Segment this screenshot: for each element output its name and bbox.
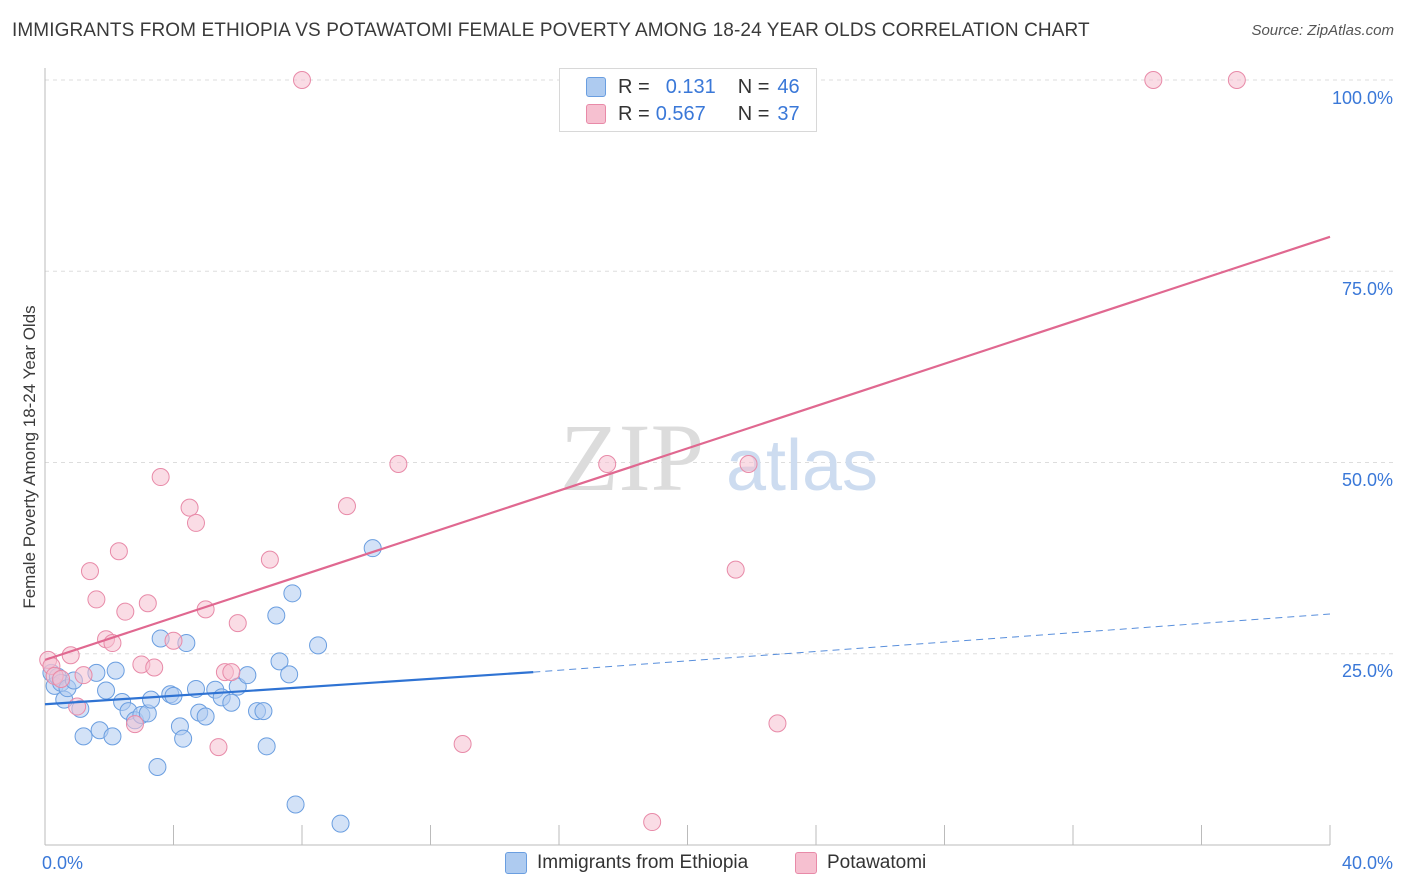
- y-tick-label: 100.0%: [1332, 88, 1393, 108]
- potawatomi-point: [138, 594, 157, 613]
- potawatomi-point: [109, 542, 128, 561]
- potawatomi-point: [739, 455, 758, 474]
- potawatomi-point: [389, 455, 408, 474]
- ethiopia-trend-line: [44, 671, 534, 706]
- bottom-legend-swatch-potawatomi: [795, 852, 817, 874]
- legend-r-label: R =: [618, 102, 650, 125]
- chart-title: IMMIGRANTS FROM ETHIOPIA VS POTAWATOMI F…: [12, 20, 1090, 41]
- potawatomi-point: [643, 813, 662, 832]
- ethiopia-point: [254, 702, 273, 721]
- ethiopia-point: [106, 661, 125, 680]
- legend-n-label: N =: [737, 75, 770, 98]
- potawatomi-point: [80, 562, 99, 581]
- ethiopia-point: [257, 737, 276, 756]
- potawatomi-trend-line: [44, 235, 1331, 661]
- potawatomi-point: [453, 735, 472, 754]
- potawatomi-point: [1144, 71, 1163, 89]
- legend-r-value: 0.131: [665, 75, 716, 98]
- potawatomi-point: [116, 602, 135, 621]
- x-tick-label-min: 0.0%: [42, 853, 83, 873]
- legend-r-label: R =: [618, 75, 650, 98]
- bottom-legend-label-potawatomi: Potawatomi: [827, 852, 927, 873]
- potawatomi-point: [598, 455, 617, 474]
- potawatomi-point: [1227, 71, 1246, 89]
- legend-n-value: 46: [777, 75, 800, 98]
- potawatomi-point: [68, 697, 87, 716]
- ethiopia-point: [103, 727, 122, 746]
- ethiopia-point: [196, 707, 215, 726]
- legend-row-ethiopia: R = 0.131 N = 46: [586, 75, 800, 99]
- ethiopia-point: [174, 729, 193, 748]
- ethiopia-point: [280, 665, 299, 684]
- potawatomi-point: [260, 550, 279, 569]
- legend-r-value: 0.567: [655, 102, 706, 125]
- potawatomi-point: [186, 513, 205, 532]
- grid-layer: [45, 79, 1395, 655]
- legend-swatch-potawatomi: [586, 104, 606, 124]
- ethiopia-point: [238, 666, 257, 685]
- ethiopia-point: [267, 606, 286, 625]
- trend-lines: [44, 235, 1331, 706]
- ethiopia-point: [97, 681, 116, 700]
- y-axis-title: Female Poverty Among 18-24 Year Olds: [20, 305, 39, 608]
- y-tick-label: 50.0%: [1342, 470, 1393, 490]
- ethiopia-point: [309, 636, 328, 655]
- y-tick-label: 75.0%: [1342, 279, 1393, 299]
- potawatomi-point: [293, 71, 311, 89]
- bottom-legend-swatch-ethiopia: [505, 852, 527, 874]
- potawatomi-point: [180, 498, 199, 517]
- axis-labels: 25.0% 50.0% 75.0% 100.0% 0.0% 40.0%: [42, 88, 1393, 873]
- legend-row-potawatomi: R = 0.567 N = 37: [586, 102, 800, 126]
- potawatomi-point: [228, 614, 247, 633]
- ethiopia-trend-extension: [533, 613, 1331, 673]
- ethiopia-point: [286, 795, 305, 814]
- chart-source: Source: ZipAtlas.com: [1251, 22, 1394, 39]
- potawatomi-point: [74, 666, 93, 685]
- legend-n-value: 37: [777, 102, 800, 125]
- watermark-zip: ZIP: [560, 404, 704, 511]
- bottom-legend-label-ethiopia: Immigrants from Ethiopia: [537, 852, 749, 873]
- series-potawatomi-points: [39, 71, 1246, 832]
- potawatomi-point: [209, 738, 228, 757]
- x-tick-label-max: 40.0%: [1342, 853, 1393, 873]
- ethiopia-point: [283, 584, 302, 603]
- potawatomi-point: [337, 497, 356, 516]
- ethiopia-point: [270, 652, 289, 671]
- legend-swatch-ethiopia: [586, 77, 606, 97]
- bottom-legend-ethiopia: Immigrants from Ethiopia: [505, 852, 748, 874]
- potawatomi-point: [145, 658, 164, 677]
- potawatomi-point: [726, 560, 745, 579]
- correlation-legend: R = 0.131 N = 46 R = 0.567 N = 37: [559, 68, 817, 132]
- axes-layer: [44, 68, 1331, 846]
- potawatomi-point: [87, 590, 106, 609]
- ethiopia-point: [142, 690, 161, 709]
- potawatomi-point: [151, 468, 170, 487]
- potawatomi-point: [222, 663, 241, 682]
- ethiopia-point: [222, 693, 241, 712]
- bottom-legend-potawatomi: Potawatomi: [795, 852, 926, 874]
- ethiopia-point: [148, 757, 167, 776]
- ethiopia-point: [331, 814, 350, 833]
- potawatomi-point: [52, 669, 71, 688]
- potawatomi-point: [768, 714, 787, 733]
- y-tick-label: 25.0%: [1342, 661, 1393, 681]
- legend-n-label: N =: [737, 102, 770, 125]
- potawatomi-point: [164, 631, 183, 650]
- ethiopia-point: [74, 727, 93, 746]
- watermark: ZIP atlas: [560, 404, 878, 511]
- potawatomi-point: [125, 715, 144, 734]
